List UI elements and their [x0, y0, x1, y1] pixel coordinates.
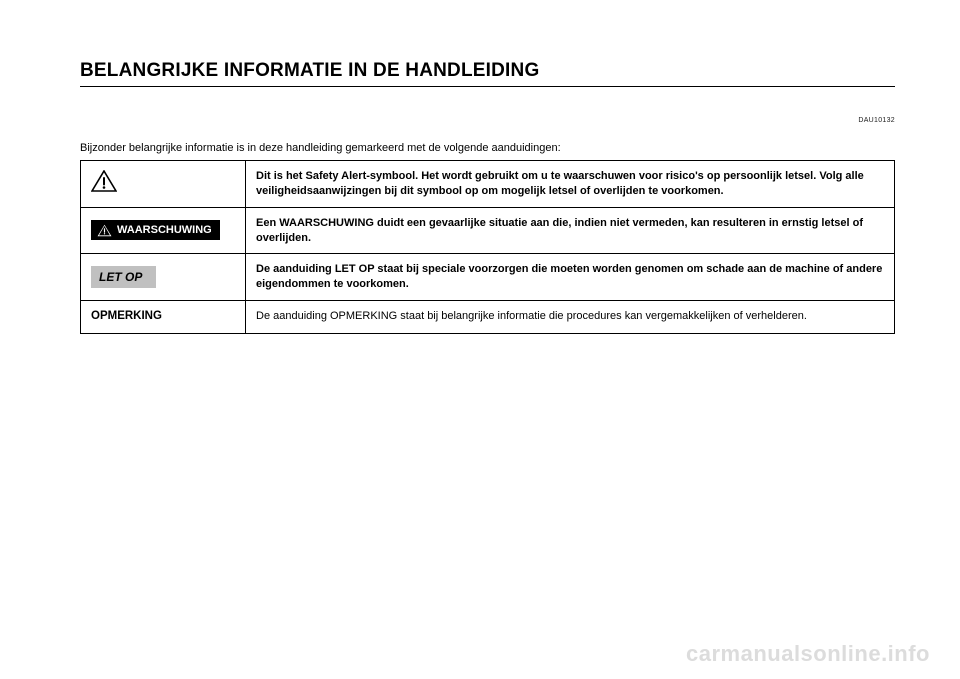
label-cell-letop: LET OP [81, 254, 246, 301]
table-row: Dit is het Safety Alert-symbool. Het wor… [81, 161, 895, 208]
page-heading: BELANGRIJKE INFORMATIE IN DE HANDLEIDING [80, 60, 895, 87]
warning-badge-label: WAARSCHUWING [117, 223, 212, 238]
note-label: OPMERKING [91, 310, 162, 322]
doc-ref-code: DAU10132 [80, 117, 895, 124]
desc-cell: Dit is het Safety Alert-symbool. Het wor… [246, 161, 895, 208]
safety-alert-icon [91, 170, 117, 192]
label-cell-safety-alert [81, 161, 246, 208]
table-row: WAARSCHUWING Een WAARSCHUWING duidt een … [81, 207, 895, 254]
warning-badge: WAARSCHUWING [91, 220, 220, 241]
desc-cell: De aanduiding LET OP staat bij speciale … [246, 254, 895, 301]
safety-alert-icon [97, 224, 112, 237]
notice-badge: LET OP [91, 266, 156, 288]
watermark-text: carmanualsonline.info [686, 641, 930, 667]
label-cell-opmerking: OPMERKING [81, 301, 246, 334]
definitions-table: Dit is het Safety Alert-symbool. Het wor… [80, 160, 895, 334]
label-cell-waarschuwing: WAARSCHUWING [81, 207, 246, 254]
desc-cell: Een WAARSCHUWING duidt een gevaarlijke s… [246, 207, 895, 254]
intro-text: Bijzonder belangrijke informatie is in d… [80, 142, 895, 154]
table-row: LET OP De aanduiding LET OP staat bij sp… [81, 254, 895, 301]
table-row: OPMERKING De aanduiding OPMERKING staat … [81, 301, 895, 334]
desc-cell: De aanduiding OPMERKING staat bij belang… [246, 301, 895, 334]
